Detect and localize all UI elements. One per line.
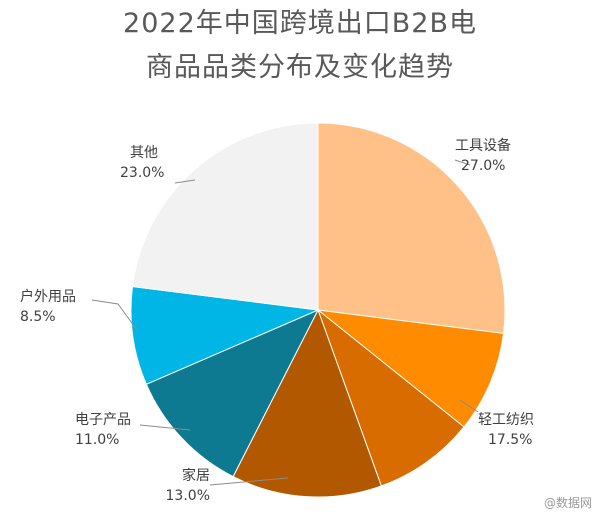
label-tools-value: 27.0% (461, 158, 506, 175)
label-electronics: 电子产品 11.0% (75, 410, 131, 451)
label-textile: 轻工纺织 17.5% (478, 410, 534, 451)
label-electronics-name: 电子产品 (75, 412, 131, 428)
leader-home (209, 477, 289, 486)
label-other-value: 23.0% (120, 165, 165, 182)
label-outdoor: 户外用品 8.5% (20, 287, 76, 328)
chart-title-line2: 商品品类分布及变化趋势 (146, 52, 454, 83)
label-home-value: 13.0% (165, 488, 210, 505)
leader-electronics (139, 424, 191, 431)
label-home: 家居 13.0% (160, 466, 210, 507)
label-outdoor-value: 8.5% (20, 309, 56, 326)
leader-textile (459, 399, 479, 413)
slice-outdoor (130, 286, 320, 385)
slice-other (131, 122, 319, 311)
label-tools: 工具设备 27.0% (455, 136, 511, 177)
label-tools-name: 工具设备 (455, 138, 511, 154)
label-other: 其他 23.0% (120, 143, 164, 184)
leader-tools (454, 159, 471, 166)
label-textile-name: 轻工纺织 (478, 412, 534, 428)
leader-other (174, 179, 196, 184)
label-outdoor-name: 户外用品 (20, 289, 76, 305)
slice-tools (317, 122, 506, 334)
label-other-name: 其他 (130, 145, 158, 161)
label-textile-value: 17.5% (488, 432, 533, 449)
chart-title-line1: 2022年中国跨境出口B2B电 (123, 8, 477, 39)
slice-electronics (145, 308, 320, 478)
label-home-name: 家居 (182, 468, 210, 484)
leader-outdoor (91, 299, 138, 331)
slice-home (232, 308, 382, 498)
slice-textile-a (316, 309, 505, 428)
label-electronics-value: 11.0% (75, 432, 120, 449)
slice-textile-b (316, 308, 465, 487)
watermark: @数据网 (543, 496, 592, 510)
